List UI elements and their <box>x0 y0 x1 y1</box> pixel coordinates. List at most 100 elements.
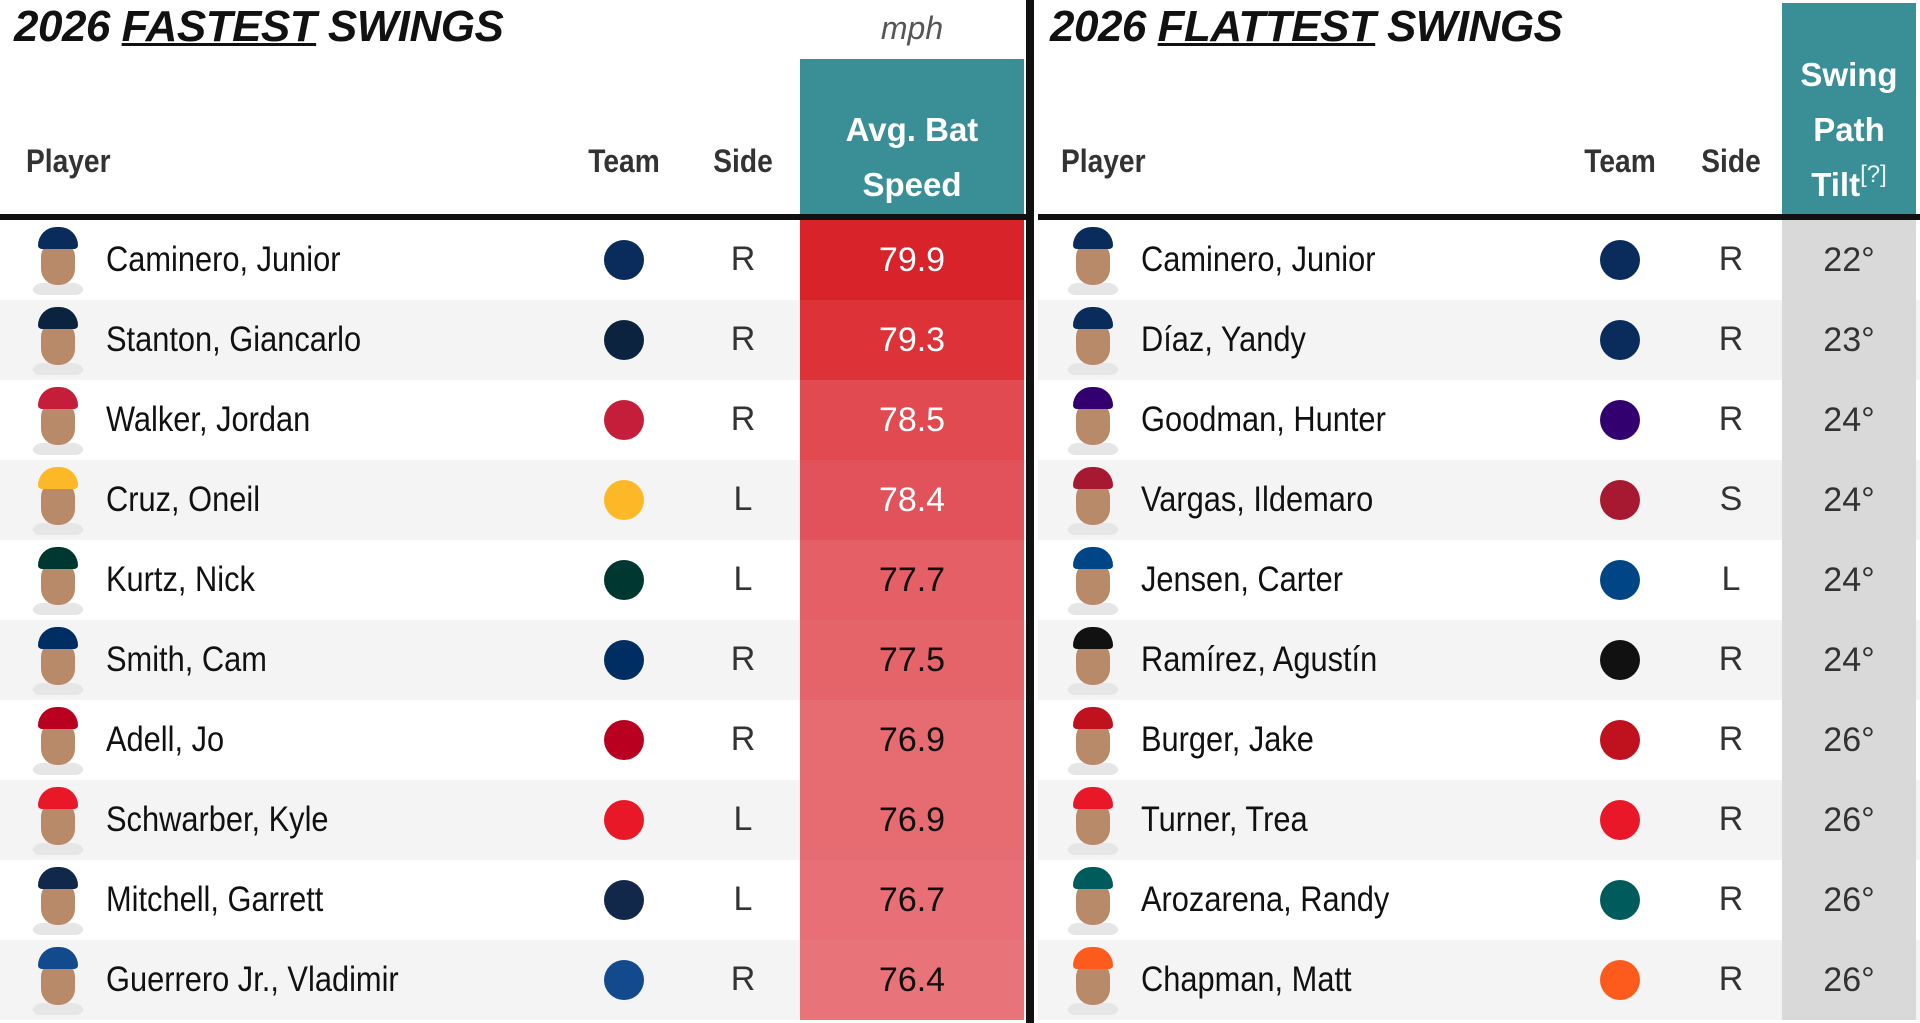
photo-body <box>1067 683 1119 695</box>
team-logo <box>604 880 644 920</box>
photo-cap <box>38 947 78 969</box>
batting-side: L <box>733 560 753 598</box>
value-cell: 79.9 <box>800 220 1024 300</box>
photo-cap <box>38 227 78 249</box>
value-header: Swing Path Tilt[?] <box>1782 3 1916 214</box>
photo-cap <box>38 387 78 409</box>
player-name: Goodman, Hunter <box>1141 400 1386 439</box>
player-photo <box>32 305 84 375</box>
team-logo <box>1600 640 1640 680</box>
table-row: Vargas, Ildemaro S 24° <box>1038 460 1920 540</box>
value-cell: 76.4 <box>800 940 1024 1020</box>
batting-side: L <box>733 800 753 838</box>
player-photo <box>32 945 84 1015</box>
value-cell: 76.9 <box>800 780 1024 860</box>
player-photo <box>32 545 84 615</box>
table-row: Burger, Jake R 26° <box>1038 700 1920 780</box>
photo-body <box>1067 283 1119 295</box>
player-photo <box>32 865 84 935</box>
player-photo <box>32 705 84 775</box>
column-header: Player <box>1061 143 1146 179</box>
player-name: Kurtz, Nick <box>106 560 255 599</box>
batting-side: R <box>1718 720 1744 758</box>
team-logo <box>604 800 644 840</box>
player-photo <box>1067 705 1119 775</box>
value-cell: 76.7 <box>800 860 1024 940</box>
photo-cap <box>1073 947 1113 969</box>
player-photo <box>32 465 84 535</box>
team-logo <box>604 320 644 360</box>
table-title: 2026 FASTEST SWINGS <box>14 2 504 52</box>
player-name: Adell, Jo <box>106 720 225 759</box>
table-row: Kurtz, Nick L 77.7 <box>0 540 1026 620</box>
photo-body <box>32 843 84 855</box>
photo-cap <box>1073 307 1113 329</box>
table-row: Turner, Trea R 26° <box>1038 780 1920 860</box>
photo-body <box>32 683 84 695</box>
photo-body <box>1067 763 1119 775</box>
player-photo <box>1067 945 1119 1015</box>
player-photo <box>1067 545 1119 615</box>
batting-side: R <box>1718 640 1744 678</box>
unit-label: mph <box>880 10 944 46</box>
photo-cap <box>1073 787 1113 809</box>
batting-side: R <box>730 400 756 438</box>
value-cell: 76.9 <box>800 700 1024 780</box>
photo-cap <box>38 307 78 329</box>
batting-side: R <box>1718 320 1744 358</box>
photo-body <box>1067 363 1119 375</box>
table-row: Arozarena, Randy R 26° <box>1038 860 1920 940</box>
photo-body <box>1067 1003 1119 1015</box>
value-cell: 26° <box>1782 860 1916 940</box>
column-header: Team <box>588 143 660 179</box>
header-rule <box>0 214 1026 220</box>
team-logo <box>604 480 644 520</box>
player-photo <box>1067 225 1119 295</box>
value-header: Avg. Bat Speed <box>800 59 1024 214</box>
value-cell: 78.4 <box>800 460 1024 540</box>
value-cell: 23° <box>1782 300 1916 380</box>
team-logo <box>1600 880 1640 920</box>
photo-cap <box>38 547 78 569</box>
title-year: 2026 <box>14 2 110 51</box>
player-photo <box>1067 465 1119 535</box>
photo-cap <box>1073 467 1113 489</box>
player-name: Jensen, Carter <box>1141 560 1344 599</box>
column-header: Side <box>713 143 773 179</box>
table-row: Caminero, Junior R 22° <box>1038 220 1920 300</box>
value-header-label: Swing Path Tilt[?] <box>1800 56 1898 203</box>
photo-body <box>1067 443 1119 455</box>
photo-cap <box>1073 387 1113 409</box>
player-photo <box>32 225 84 295</box>
photo-body <box>32 523 84 535</box>
player-name: Díaz, Yandy <box>1141 320 1306 359</box>
photo-body <box>1067 523 1119 535</box>
team-logo <box>604 560 644 600</box>
photo-body <box>32 1003 84 1015</box>
value-cell: 26° <box>1782 700 1916 780</box>
title-emphasis: FLATTEST <box>1157 2 1376 51</box>
photo-cap <box>1073 867 1113 889</box>
table-row: Stanton, Giancarlo R 79.3 <box>0 300 1026 380</box>
team-logo <box>604 640 644 680</box>
team-logo <box>1600 720 1640 760</box>
value-cell: 26° <box>1782 780 1916 860</box>
table-row: Jensen, Carter L 24° <box>1038 540 1920 620</box>
player-photo <box>1067 625 1119 695</box>
batting-side: R <box>1718 240 1744 278</box>
player-name: Guerrero Jr., Vladimir <box>106 960 399 999</box>
table-row: Smith, Cam R 77.5 <box>0 620 1026 700</box>
player-name: Schwarber, Kyle <box>106 800 329 839</box>
photo-body <box>32 923 84 935</box>
photo-body <box>32 283 84 295</box>
photo-body <box>1067 843 1119 855</box>
batting-side: L <box>733 880 753 918</box>
player-photo <box>1067 785 1119 855</box>
title-year: 2026 <box>1050 2 1146 51</box>
photo-cap <box>38 867 78 889</box>
table-row: Guerrero Jr., Vladimir R 76.4 <box>0 940 1026 1020</box>
player-name: Vargas, Ildemaro <box>1141 480 1374 519</box>
table-row: Adell, Jo R 76.9 <box>0 700 1026 780</box>
batting-side: R <box>730 240 756 278</box>
batting-side: R <box>1718 800 1744 838</box>
